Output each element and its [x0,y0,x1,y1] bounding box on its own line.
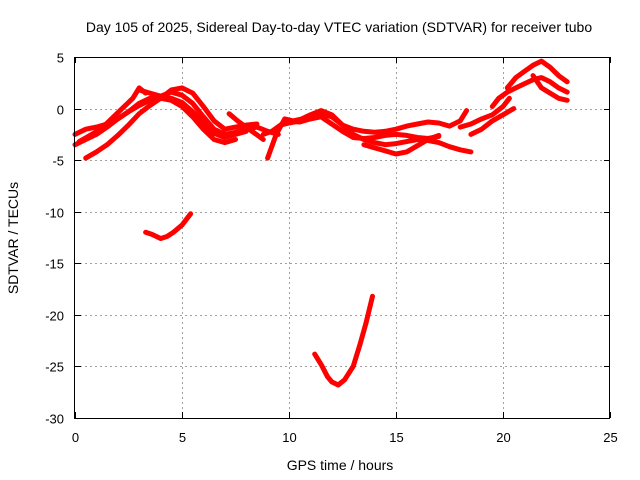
series-line-arc-5 [136,87,281,137]
y-axis-label: SDTVAR / TECUs [5,182,21,294]
y-tick-label: -30 [45,412,64,427]
series-line-arc-13 [489,75,570,109]
series-line-arc-10 [361,132,442,157]
series-line-arc-14 [504,58,570,91]
series-line-arc-17 [312,293,375,388]
plot-frame [74,57,610,419]
y-tick-label: 0 [57,103,64,118]
series-line-arc-11 [457,95,512,130]
axis-ticks: 0 5 10 15 20 25 -30 -25 -20 -15 -10 -5 0 5 [45,51,618,446]
data-series [72,58,570,388]
x-tick-label: 5 [179,430,186,445]
y-tick-label: -15 [45,257,64,272]
y-tick-label: -25 [45,360,64,375]
y-tick-label: 5 [57,51,64,66]
x-tick-label: 15 [389,430,403,445]
series-line-arc-15 [530,73,570,103]
series-line-arc-16 [143,211,194,241]
x-tick-label: 20 [496,430,510,445]
chart-title: Day 105 of 2025, Sidereal Day-to-day VTE… [86,19,593,35]
y-tick-label: -10 [45,206,64,221]
series-line-arc-2 [72,95,238,148]
series-line-arc-9 [282,114,442,141]
y-tick-label: -20 [45,309,64,324]
series-line-arc-12 [468,106,517,137]
y-tick-label: -5 [52,154,64,169]
x-tick-label: 10 [282,430,296,445]
x-tick-label: 0 [72,430,79,445]
x-axis-label: GPS time / hours [287,457,394,473]
x-tick-label: 25 [603,430,617,445]
series-line-arc-6 [226,111,266,142]
